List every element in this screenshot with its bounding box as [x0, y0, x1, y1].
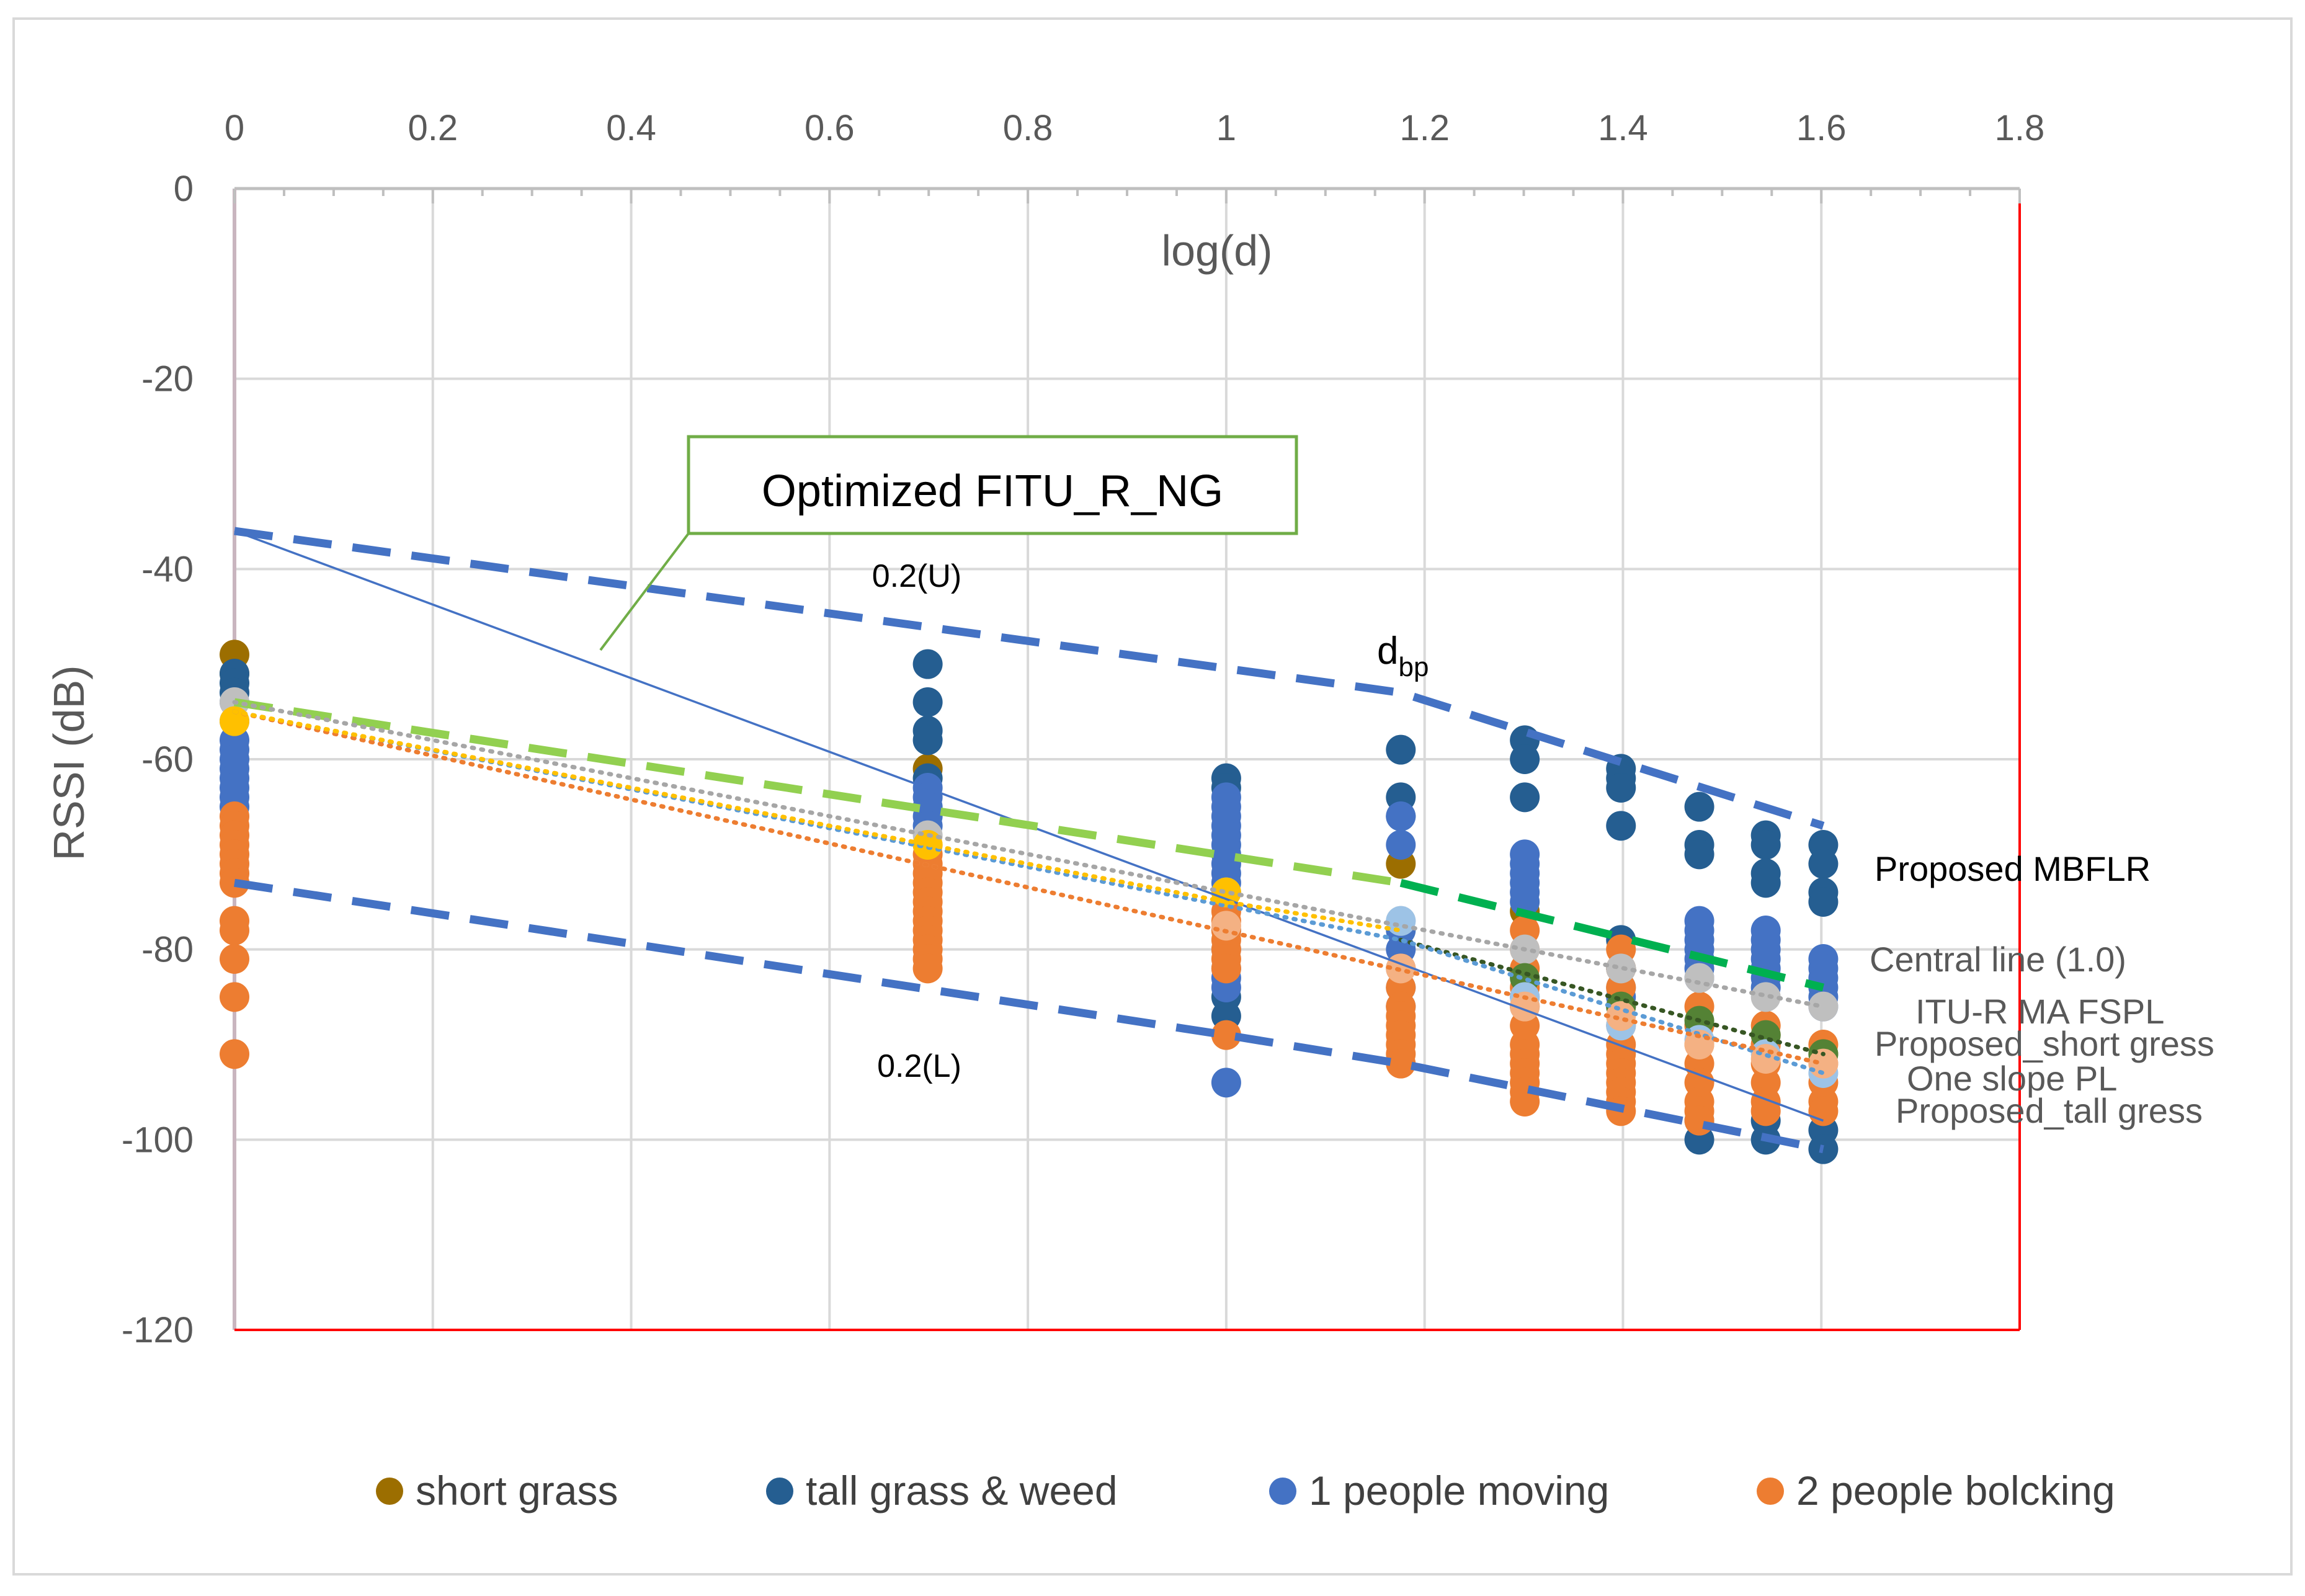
tall-grass-mean-marker — [1606, 1001, 1636, 1031]
2-people-bolcking-point — [220, 916, 249, 945]
callout: Optimized FITU_R_NG — [599, 435, 1298, 651]
tall-grass-weed-point — [1510, 782, 1540, 813]
tall-grass-weed-point — [1606, 811, 1636, 841]
proposed-mbflr-label: Proposed MBFLR — [1875, 849, 2151, 888]
dbp-subscript: bp — [1398, 652, 1429, 682]
one-slope-marker — [1386, 906, 1416, 936]
one-slope-label: One slope PL — [1907, 1059, 2117, 1098]
tall-grass-mean-marker — [1808, 1048, 1839, 1079]
callout-box — [687, 435, 1298, 535]
central-line-marker — [1808, 991, 1839, 1022]
callout-label: Optimized FITU_R_NG — [762, 466, 1223, 516]
1-people-moving-point — [1211, 1068, 1241, 1098]
2-people-bolcking-point — [1386, 1048, 1416, 1079]
y-tick-label: -40 — [141, 549, 194, 589]
2-people-bolcking-point — [1211, 1020, 1241, 1050]
1-people-moving-point — [1386, 801, 1416, 831]
2-people-bolcking-point — [912, 953, 943, 984]
x-tick-label: 0 — [225, 108, 244, 148]
y-tick-label: -100 — [122, 1120, 194, 1160]
x-axis-title: log(d) — [1162, 226, 1273, 275]
tall-grass-weed-point — [1510, 744, 1540, 774]
yellow-marker — [1211, 877, 1241, 907]
tall-grass-weed-point — [1684, 791, 1714, 822]
2-people-bolcking-point — [220, 1039, 249, 1069]
2-people-bolcking-point — [1684, 1105, 1714, 1136]
yellow-fit-line — [232, 709, 1403, 933]
dbp-label: dbp — [1377, 630, 1429, 682]
tall-grass-weed-point — [1750, 868, 1781, 898]
chart-outer-border — [12, 17, 2293, 1576]
x-tick-label: 1.2 — [1399, 108, 1450, 148]
tall-grass-weed-point — [1684, 839, 1714, 870]
central-line-marker — [1684, 963, 1714, 993]
y-tick-label: -120 — [122, 1310, 194, 1350]
legend-marker-short-grass — [376, 1478, 403, 1505]
central-line-label: Central line (1.0) — [1870, 940, 2126, 979]
legend-marker-tall-grass-weed — [766, 1478, 793, 1505]
legend-label-2-people-bolcking: 2 people bolcking — [1796, 1468, 2115, 1514]
2-people-bolcking-point — [1750, 1096, 1781, 1126]
y-axis-ticks: 0 -20 -40 -60 -80 -100 -120 — [122, 169, 194, 1350]
proposed-short-label: Proposed_short gress — [1875, 1024, 2214, 1063]
legend-label-short-grass: short grass — [416, 1468, 618, 1514]
tall-grass-weed-point — [1606, 773, 1636, 803]
tall-grass-weed-point — [912, 649, 943, 679]
x-tick-label: 1.4 — [1598, 108, 1648, 148]
upper-bound-label: 0.2(U) — [872, 558, 961, 594]
proposed-mbflr-line — [234, 698, 1402, 887]
y-axis-title: RSSI (dB) — [45, 665, 93, 860]
dbp-main: d — [1377, 630, 1398, 672]
2-people-bolcking-point — [1211, 953, 1241, 984]
trend-lines — [232, 527, 1826, 1154]
tall-grass-weed-point — [1808, 887, 1839, 917]
tall-grass-weed-point — [912, 725, 943, 756]
tall-grass-weed-point — [912, 687, 943, 717]
legend: short grass tall grass & weed 1 people mov… — [376, 1468, 2115, 1514]
2-people-bolcking-point — [220, 982, 249, 1012]
lower-bound-label: 0.2(L) — [877, 1048, 961, 1084]
central-line-line — [232, 700, 1826, 1009]
x-tick-label: 0.8 — [1003, 108, 1053, 148]
x-tick-label: 0.4 — [606, 108, 656, 148]
proposed-tall-label: Proposed_tall gress — [1896, 1091, 2203, 1130]
itu-r-label: ITU-R MA FSPL — [1915, 992, 2164, 1031]
legend-marker-2-people-bolcking — [1757, 1478, 1784, 1505]
tall-grass-mean-marker — [1211, 911, 1241, 941]
y-tick-label: -20 — [141, 359, 194, 399]
legend-label-1-people-moving: 1 people moving — [1309, 1468, 1609, 1514]
x-tick-label: 1 — [1216, 108, 1236, 148]
upper-bound-0.2U-line — [234, 527, 1825, 830]
tall-grass-weed-point — [1808, 849, 1839, 879]
2-people-bolcking-point — [220, 944, 249, 974]
legend-label-tall-grass-weed: tall grass & weed — [806, 1468, 1118, 1514]
x-tick-label: 1.6 — [1796, 108, 1847, 148]
x-tick-label: 0.2 — [408, 108, 458, 148]
lower-bound-0.2L-line — [234, 878, 1824, 1154]
1-people-moving-point — [1386, 830, 1416, 860]
y-tick-label: -80 — [141, 930, 194, 970]
central-line-marker — [1750, 982, 1781, 1012]
x-tick-label: 1.8 — [1995, 108, 2045, 148]
legend-marker-1-people-moving — [1269, 1478, 1296, 1505]
tall-grass-weed-point — [1386, 734, 1416, 765]
y-tick-label: -60 — [141, 739, 194, 780]
tall-grass-weed-point — [1808, 1134, 1839, 1164]
x-tick-label: 0.6 — [805, 108, 855, 148]
y-tick-label: 0 — [174, 169, 194, 209]
x-axis-ticks: 0 0.2 0.4 0.6 0.8 1 1.2 1.4 1.6 1.8 — [225, 108, 2044, 148]
itu-r-ma-fspl-line — [1398, 937, 1826, 1056]
2-people-bolcking-point — [1808, 1096, 1839, 1126]
central-line-marker — [1606, 953, 1636, 984]
callout-pointer — [599, 532, 690, 651]
proposed-tall-gress-line — [232, 709, 1826, 1066]
tall-grass-weed-point — [1750, 830, 1781, 860]
proposed-mbflr-after-dbp-line — [1399, 878, 1824, 992]
